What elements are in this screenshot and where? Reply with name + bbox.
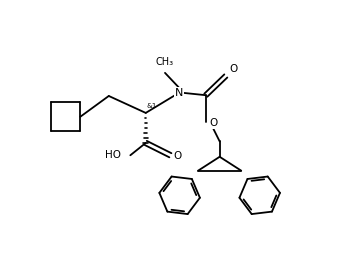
Text: HO: HO bbox=[105, 150, 121, 160]
Text: CH₃: CH₃ bbox=[155, 57, 173, 67]
Text: O: O bbox=[210, 118, 218, 128]
Text: &1: &1 bbox=[147, 103, 157, 109]
Text: O: O bbox=[229, 64, 237, 74]
Text: O: O bbox=[174, 151, 182, 161]
Text: N: N bbox=[175, 88, 183, 98]
